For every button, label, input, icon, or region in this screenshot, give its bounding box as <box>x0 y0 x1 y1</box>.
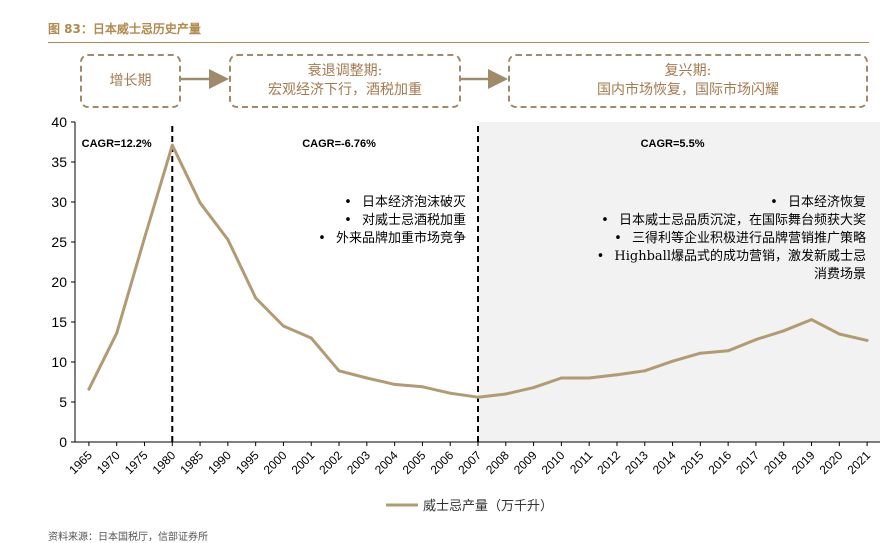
phase-box-growth: 增长期 <box>80 54 181 108</box>
x-tick-label: 2002 <box>316 448 345 477</box>
y-tick-label: 10 <box>51 354 67 370</box>
production-data-point <box>142 236 146 240</box>
production-data-point <box>532 386 536 390</box>
decline-annotation: 对威士忌酒税加重 <box>362 212 466 228</box>
phase-revival-desc: 国内市场恢复，国际市场闪耀 <box>597 82 779 98</box>
x-tick-label: 2012 <box>594 448 623 477</box>
phase-decline-desc: 宏观经济下行，酒税加重 <box>268 82 422 98</box>
figure-title: 图 83：日本威士忌历史产量 <box>48 22 201 36</box>
legend-label: 威士忌产量（万千升） <box>423 499 553 514</box>
y-tick-label: 20 <box>51 274 67 290</box>
x-tick-label: 1985 <box>177 448 206 477</box>
x-tick-label: 2017 <box>733 448 762 477</box>
production-data-point <box>587 376 591 380</box>
production-data-point <box>337 369 341 373</box>
production-data-point <box>281 324 285 328</box>
production-data-point <box>698 351 702 355</box>
production-data-point <box>420 385 424 389</box>
title-divider <box>48 42 869 43</box>
production-data-point <box>615 373 619 377</box>
x-tick-label: 1975 <box>122 448 151 477</box>
production-data-point <box>504 392 508 396</box>
phase-growth-label: 增长期 <box>109 72 152 89</box>
x-tick-label: 1990 <box>205 448 234 477</box>
phase-decline-title: 衰退调整期: <box>307 63 383 79</box>
x-tick-label: 2005 <box>400 448 429 477</box>
x-tick-label: 2006 <box>428 448 457 477</box>
x-tick-label: 2004 <box>372 448 401 477</box>
x-tick-label: 2014 <box>650 448 679 477</box>
y-tick-label: 5 <box>59 394 67 410</box>
x-tick-label: 1980 <box>150 448 179 477</box>
annotation-bullet: • <box>344 213 352 228</box>
revival-annotation: Highball爆品式的成功营销，激发新威士忌 <box>614 248 866 264</box>
x-tick-label: 1965 <box>66 448 95 477</box>
production-data-point <box>782 329 786 333</box>
y-tick-label: 35 <box>51 154 67 170</box>
annotation-bullet: • <box>597 249 605 264</box>
production-data-point <box>226 238 230 242</box>
production-data-point <box>198 201 202 205</box>
y-tick-label: 0 <box>59 434 67 450</box>
x-tick-label: 2010 <box>539 448 568 477</box>
production-data-point <box>393 382 397 386</box>
cagr-label: CAGR=5.5% <box>641 138 705 150</box>
revival-annotation: 消费场景 <box>814 267 866 282</box>
revival-annotation: 日本经济恢复 <box>788 195 866 210</box>
production-data-point <box>365 376 369 380</box>
x-tick-label: 2003 <box>344 448 373 477</box>
annotation-bullet: • <box>344 195 352 210</box>
production-data-point <box>837 332 841 336</box>
production-data-point <box>726 349 730 353</box>
production-data-point <box>87 387 91 391</box>
production-data-point <box>671 359 675 363</box>
phase-box-decline: 衰退调整期: 宏观经济下行，酒税加重 <box>229 54 461 108</box>
revival-annotation: 日本威士忌品质沉淀，在国际舞台频获大奖 <box>619 213 866 228</box>
production-data-point <box>476 395 480 399</box>
cagr-label: CAGR=-6.76% <box>302 138 376 150</box>
x-tick-label: 1995 <box>233 448 262 477</box>
x-tick-label: 2000 <box>261 448 290 477</box>
annotation-bullet: • <box>614 231 622 246</box>
decline-annotation: 外来品牌加重市场竞争 <box>336 230 466 246</box>
y-tick-label: 30 <box>51 194 67 210</box>
production-data-point <box>115 331 119 335</box>
revival-shaded-region <box>478 122 880 442</box>
x-tick-label: 2009 <box>511 448 540 477</box>
x-tick-label: 1970 <box>94 448 123 477</box>
production-data-point <box>810 318 814 322</box>
production-data-point <box>170 143 174 147</box>
decline-annotation: 日本经济泡沫破灭 <box>362 195 466 210</box>
phase-box-revival: 复兴期: 国内市场恢复，国际市场闪耀 <box>508 54 868 108</box>
y-tick-label: 40 <box>51 114 67 130</box>
x-tick-label: 2019 <box>789 448 818 477</box>
production-data-point <box>309 336 313 340</box>
x-tick-label: 2013 <box>622 448 651 477</box>
x-tick-label: 2021 <box>844 448 873 477</box>
x-tick-label: 2001 <box>289 448 318 477</box>
phase-revival-title: 复兴期: <box>664 63 712 79</box>
x-tick-label: 2008 <box>483 448 512 477</box>
x-tick-label: 2015 <box>678 448 707 477</box>
x-tick-label: 2020 <box>817 448 846 477</box>
x-tick-label: 2007 <box>455 448 484 477</box>
production-data-point <box>559 376 563 380</box>
x-tick-label: 2016 <box>705 448 734 477</box>
production-data-point <box>865 338 869 342</box>
annotation-bullet: • <box>318 231 326 246</box>
y-tick-label: 25 <box>51 234 67 250</box>
x-tick-label: 2011 <box>567 448 595 476</box>
x-tick-label: 2018 <box>761 448 790 477</box>
production-data-point <box>754 338 758 342</box>
production-data-point <box>448 391 452 395</box>
annotation-bullet: • <box>601 213 609 228</box>
production-data-point <box>643 369 647 373</box>
revival-annotation: 三得利等企业积极进行品牌营销推广策略 <box>632 230 866 246</box>
annotation-bullet: • <box>770 195 778 210</box>
cagr-label: CAGR=12.2% <box>82 138 152 150</box>
y-tick-label: 15 <box>51 314 67 330</box>
production-data-point <box>254 296 258 300</box>
